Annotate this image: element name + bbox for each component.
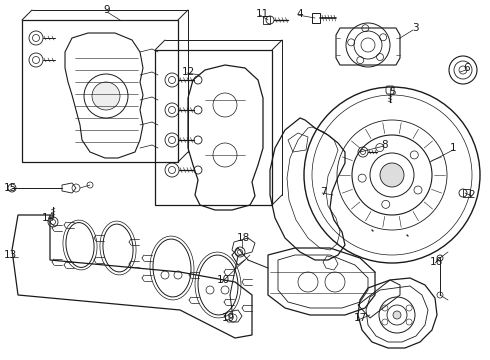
Text: 18: 18 xyxy=(236,233,249,243)
Text: 17: 17 xyxy=(353,313,367,323)
Text: 9: 9 xyxy=(104,5,110,15)
Text: 8: 8 xyxy=(382,140,388,150)
Text: 13: 13 xyxy=(3,250,17,260)
Text: 5: 5 xyxy=(389,87,395,97)
Text: 14: 14 xyxy=(41,213,54,223)
Text: 15: 15 xyxy=(3,183,17,193)
Text: 10: 10 xyxy=(217,275,229,285)
Text: 4: 4 xyxy=(296,9,303,19)
Text: 2: 2 xyxy=(469,190,475,200)
Text: 19: 19 xyxy=(221,313,235,323)
Circle shape xyxy=(92,82,120,110)
Text: 11: 11 xyxy=(255,9,269,19)
Text: 3: 3 xyxy=(412,23,418,33)
Text: 6: 6 xyxy=(464,63,470,73)
Text: 1: 1 xyxy=(450,143,456,153)
Circle shape xyxy=(393,311,401,319)
Text: 16: 16 xyxy=(429,257,442,267)
Text: 12: 12 xyxy=(181,67,195,77)
Text: 7: 7 xyxy=(319,187,326,197)
Circle shape xyxy=(380,163,404,187)
